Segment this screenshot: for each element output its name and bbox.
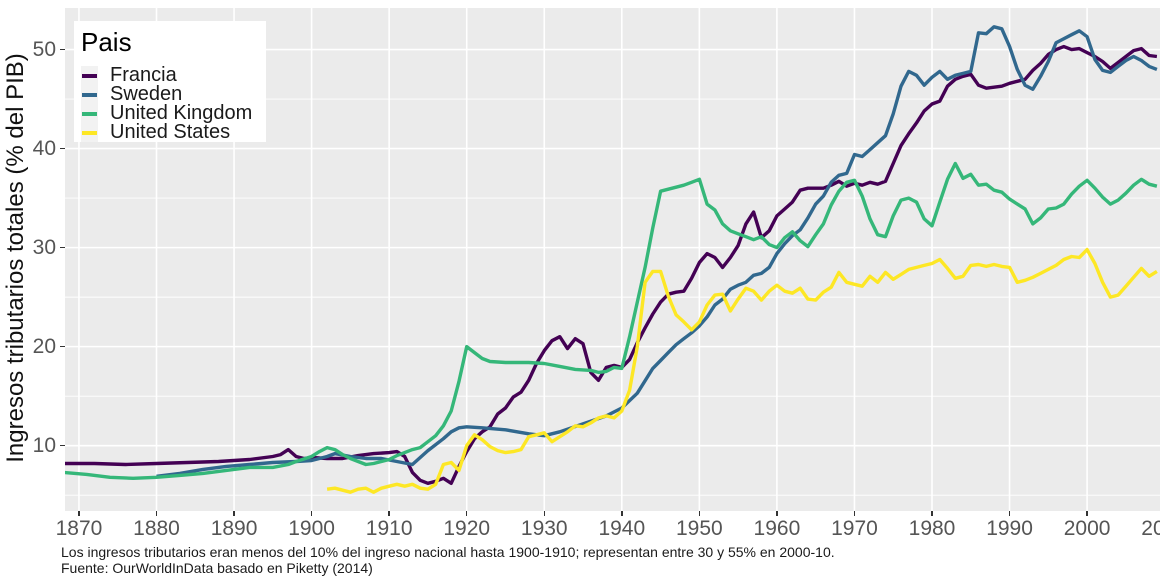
x-tick-mark: [853, 511, 856, 516]
x-tick-mark: [310, 511, 313, 516]
caption-note: Los ingresos tributarios eran menos del …: [61, 544, 835, 560]
x-tick-label: 1930: [520, 517, 568, 540]
y-tick-label: 40: [32, 136, 56, 160]
x-tick-label: 2000: [1063, 517, 1111, 540]
y-tick-mark: [60, 48, 65, 51]
legend-item-sweden: Sweden: [81, 83, 266, 105]
x-tick-label: 1980: [908, 517, 956, 540]
y-tick-mark: [60, 444, 65, 447]
x-tick-label: 1960: [753, 517, 801, 540]
x-tick-label: 1870: [55, 517, 103, 540]
x-tick-label: 1880: [133, 517, 180, 540]
x-tick-mark: [1086, 511, 1088, 516]
sweden-line-swatch: [81, 85, 98, 104]
legend-item-united-states: United States: [81, 121, 266, 143]
x-tick-label: 1950: [675, 517, 723, 540]
legend-item-label: Francia: [110, 64, 177, 86]
legend: Pais Francia Sweden United Kingdom Unite…: [74, 21, 266, 143]
x-tick-label: 1910: [365, 517, 413, 540]
series-line-united-states: [326, 247, 1158, 494]
x-tick-mark: [388, 511, 390, 516]
caption: Los ingresos tributarios eran menos del …: [61, 544, 835, 576]
x-tick-mark: [698, 511, 701, 516]
legend-item-label: United States: [110, 121, 231, 143]
x-tick-label: 1970: [831, 517, 878, 540]
y-tick-mark: [60, 345, 65, 348]
x-tick-mark: [1008, 511, 1011, 516]
x-tick-mark: [233, 511, 235, 516]
plot-panel: Pais Francia Sweden United Kingdom Unite…: [65, 8, 1160, 511]
francia-line-swatch: [81, 66, 98, 85]
y-tick-mark: [60, 246, 65, 249]
x-tick-label: 2010: [1141, 517, 1160, 540]
x-tick-mark: [543, 511, 545, 516]
y-tick-label: 50: [32, 37, 56, 61]
y-tick-label: 10: [32, 433, 56, 457]
series-line-sweden: [156, 25, 1158, 478]
x-tick-label: 1990: [986, 517, 1033, 540]
y-tick-label: 20: [32, 334, 56, 358]
x-tick-mark: [155, 511, 158, 516]
x-tick-label: 1890: [210, 517, 258, 540]
legend-item-united-kingdom: United Kingdom: [81, 102, 266, 124]
x-tick-mark: [78, 511, 80, 516]
legend-item-label: United Kingdom: [110, 102, 253, 124]
united-kingdom-line-swatch: [81, 104, 98, 123]
y-tick-mark: [60, 147, 65, 150]
x-tick-mark: [931, 511, 933, 516]
series-line-united-kingdom: [65, 161, 1158, 480]
x-tick-label: 1940: [598, 517, 646, 540]
x-tick-label: 1900: [288, 517, 335, 540]
x-tick-label: 1920: [443, 517, 491, 540]
legend-item-francia: Francia: [81, 64, 266, 86]
x-tick-mark: [776, 511, 778, 516]
united-states-line-swatch: [81, 123, 98, 142]
legend-item-label: Sweden: [110, 83, 183, 105]
x-tick-mark: [621, 511, 623, 516]
y-tick-label: 30: [32, 235, 56, 259]
caption-source: Fuente: OurWorldInData basado en Piketty…: [61, 559, 373, 576]
x-tick-mark: [465, 511, 468, 516]
legend-title: Pais: [81, 27, 132, 57]
